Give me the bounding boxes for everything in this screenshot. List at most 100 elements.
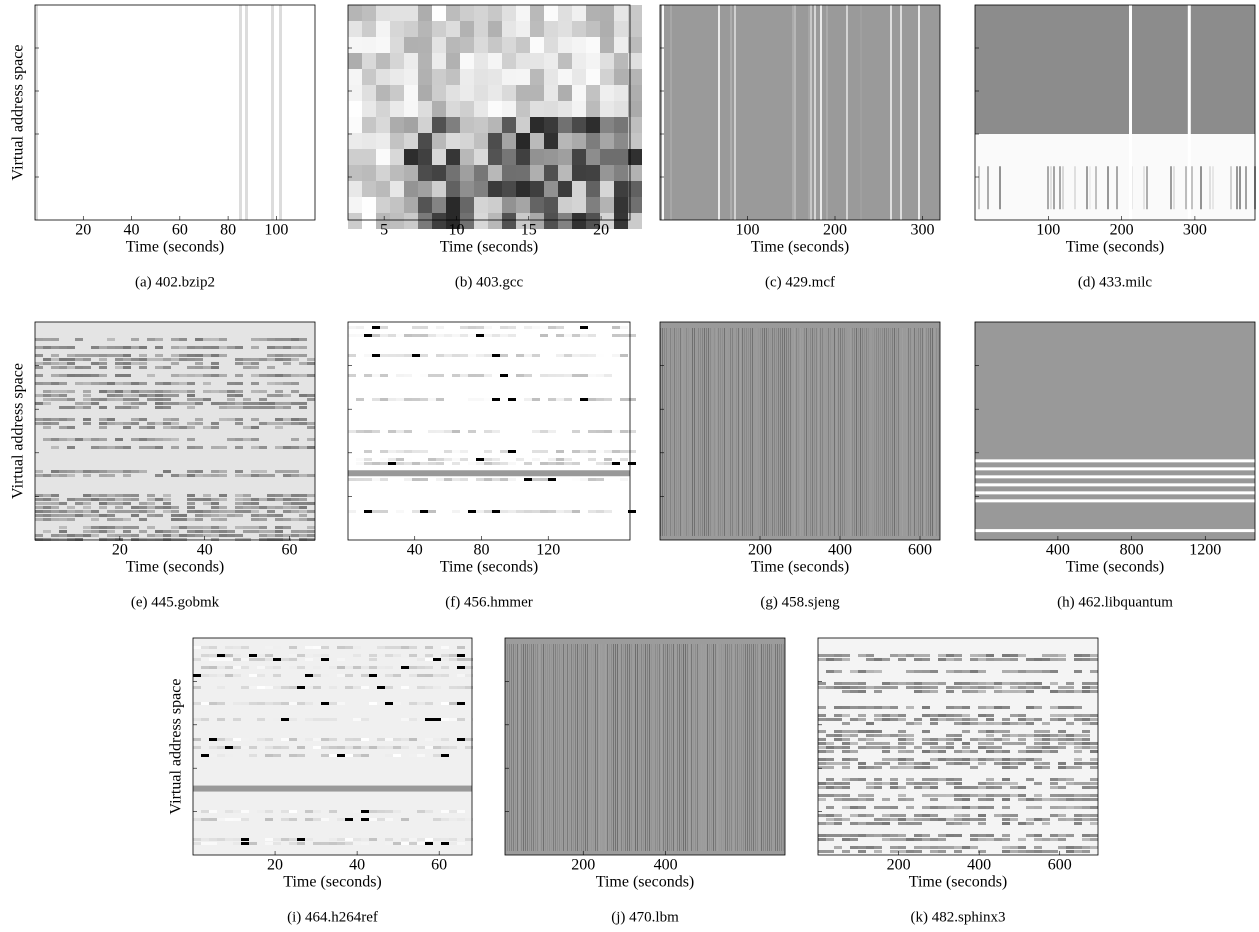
texture bbox=[786, 328, 787, 536]
texture bbox=[1002, 782, 1010, 785]
texture bbox=[1116, 166, 1118, 209]
texture bbox=[251, 374, 259, 377]
texture bbox=[348, 69, 362, 85]
texture bbox=[544, 181, 558, 197]
texture bbox=[35, 538, 43, 541]
texture bbox=[818, 706, 826, 709]
texture bbox=[572, 149, 586, 165]
texture bbox=[227, 530, 235, 533]
texture bbox=[572, 181, 586, 197]
texture bbox=[914, 838, 922, 841]
texture bbox=[700, 328, 701, 536]
texture bbox=[329, 842, 337, 845]
texture bbox=[599, 644, 600, 851]
texture bbox=[567, 644, 568, 851]
x-tick-label: 20 bbox=[112, 542, 128, 559]
texture bbox=[492, 354, 500, 357]
texture bbox=[906, 758, 914, 761]
texture bbox=[107, 390, 115, 393]
texture bbox=[307, 394, 315, 397]
texture bbox=[1074, 818, 1082, 821]
texture bbox=[764, 328, 765, 536]
texture bbox=[846, 5, 848, 220]
texture bbox=[1018, 738, 1026, 741]
texture bbox=[273, 838, 281, 841]
texture bbox=[313, 718, 321, 721]
texture bbox=[842, 762, 850, 765]
texture bbox=[99, 358, 107, 361]
texture bbox=[1050, 690, 1058, 693]
texture bbox=[1082, 794, 1090, 797]
texture bbox=[131, 470, 139, 473]
texture bbox=[1018, 758, 1026, 761]
texture bbox=[547, 644, 548, 851]
texture bbox=[291, 446, 299, 449]
texture bbox=[986, 738, 994, 741]
texture bbox=[898, 658, 906, 661]
texture bbox=[446, 85, 460, 101]
texture bbox=[910, 328, 911, 536]
texture bbox=[1082, 658, 1090, 661]
texture bbox=[954, 786, 962, 789]
texture bbox=[659, 644, 660, 851]
texture bbox=[123, 422, 131, 425]
texture bbox=[1002, 734, 1010, 737]
texture bbox=[203, 382, 211, 385]
texture bbox=[906, 782, 914, 785]
texture bbox=[502, 117, 516, 133]
texture bbox=[826, 758, 834, 761]
texture bbox=[283, 418, 291, 421]
texture bbox=[385, 754, 393, 757]
texture bbox=[673, 644, 674, 851]
texture bbox=[994, 782, 1002, 785]
texture bbox=[1062, 166, 1064, 209]
texture bbox=[962, 730, 970, 733]
texture bbox=[508, 510, 516, 513]
texture bbox=[139, 538, 147, 541]
texture bbox=[742, 328, 743, 536]
texture bbox=[187, 510, 195, 513]
texture bbox=[412, 450, 420, 453]
texture bbox=[404, 398, 412, 401]
texture bbox=[209, 838, 217, 841]
texture bbox=[866, 822, 874, 825]
texture bbox=[970, 722, 978, 725]
texture bbox=[356, 430, 364, 433]
texture bbox=[586, 181, 600, 197]
texture bbox=[139, 394, 147, 397]
texture bbox=[994, 682, 1002, 685]
texture bbox=[540, 326, 548, 329]
texture bbox=[305, 658, 313, 661]
texture bbox=[139, 358, 147, 361]
texture bbox=[994, 838, 1002, 841]
texture bbox=[107, 338, 115, 341]
texture bbox=[890, 758, 898, 761]
texture bbox=[356, 326, 364, 329]
texture bbox=[1074, 846, 1082, 849]
texture bbox=[123, 518, 131, 521]
texture bbox=[516, 37, 530, 53]
texture bbox=[1090, 782, 1098, 785]
texture bbox=[978, 782, 986, 785]
texture bbox=[544, 165, 558, 181]
texture bbox=[492, 398, 500, 401]
texture bbox=[353, 658, 361, 661]
texture bbox=[938, 846, 946, 849]
texture bbox=[898, 762, 906, 765]
texture bbox=[1058, 658, 1066, 661]
texture bbox=[677, 644, 678, 851]
texture bbox=[818, 682, 826, 685]
texture bbox=[826, 658, 834, 661]
texture bbox=[43, 506, 51, 509]
texture bbox=[259, 518, 267, 521]
texture bbox=[353, 746, 361, 749]
texture bbox=[488, 21, 502, 37]
texture bbox=[123, 346, 131, 349]
texture bbox=[866, 658, 874, 661]
texture bbox=[1042, 746, 1050, 749]
texture bbox=[727, 644, 728, 851]
texture bbox=[307, 494, 315, 497]
texture bbox=[540, 450, 548, 453]
texture bbox=[643, 644, 644, 851]
texture bbox=[836, 328, 837, 536]
